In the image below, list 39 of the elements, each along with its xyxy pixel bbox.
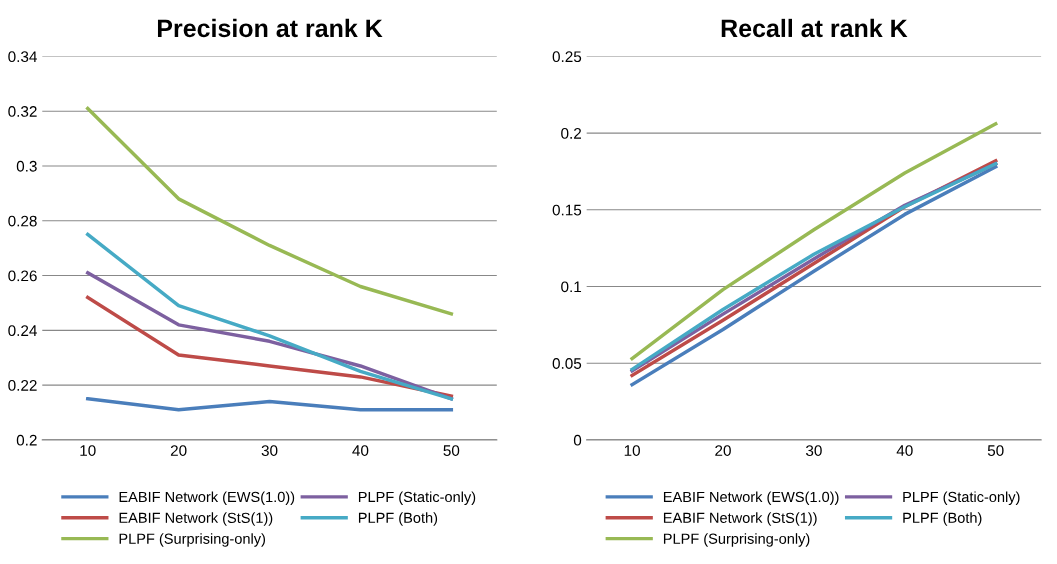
y-tick-label: 0.28 [8, 215, 37, 227]
legend-label: PLPF (Surprising-only) [119, 533, 266, 547]
x-tick-label: 50 [443, 445, 460, 456]
line-series [630, 122, 998, 361]
y-tick-label: 0.34 [8, 51, 37, 63]
x-tick-label: 50 [987, 445, 1004, 456]
legend-label: PLPF (Surprising-only) [663, 533, 810, 547]
chart-title: Recall at rank K [721, 18, 908, 38]
x-tick-label: 10 [624, 445, 640, 456]
line-series [85, 232, 454, 401]
legend-label: PLPF (Static-only) [903, 491, 1020, 505]
y-tick-label: 0 [573, 434, 582, 446]
y-tick-label: 0.1 [561, 281, 582, 293]
legend-label: EABIF Network (EWS(1.0)) [119, 491, 295, 505]
y-tick-label: 0.25 [552, 51, 582, 63]
y-tick-label: 0.2 [561, 127, 582, 139]
y-tick-label: 0.2 [16, 434, 37, 446]
y-tick-label: 0.3 [16, 160, 37, 172]
chart-title: Precision at rank K [157, 18, 383, 38]
y-tick-label: 0.15 [552, 204, 582, 216]
x-tick-label: 30 [261, 445, 278, 456]
legend-label: EABIF Network (EWS(1.0)) [663, 491, 839, 505]
y-tick-label: 0.24 [8, 325, 37, 337]
y-tick-label: 0.32 [8, 106, 37, 117]
line-series [85, 106, 454, 316]
legend-label: PLPF (Both) [903, 512, 982, 526]
y-tick-label: 0.26 [8, 270, 37, 282]
y-tick-label: 0.05 [552, 358, 582, 369]
legend-label: EABIF Network (StS(1)) [119, 512, 273, 526]
x-tick-label: 10 [80, 445, 96, 456]
y-tick-label: 0.22 [8, 380, 37, 391]
legend-label: PLPF (Both) [358, 512, 438, 526]
x-tick-label: 20 [715, 445, 731, 456]
x-tick-label: 40 [352, 445, 369, 456]
x-tick-label: 20 [170, 445, 187, 456]
x-tick-label: 30 [805, 445, 822, 456]
legend-label: EABIF Network (StS(1)) [663, 512, 817, 526]
legend-label: PLPF (Static-only) [358, 491, 476, 505]
x-tick-label: 40 [896, 445, 913, 456]
